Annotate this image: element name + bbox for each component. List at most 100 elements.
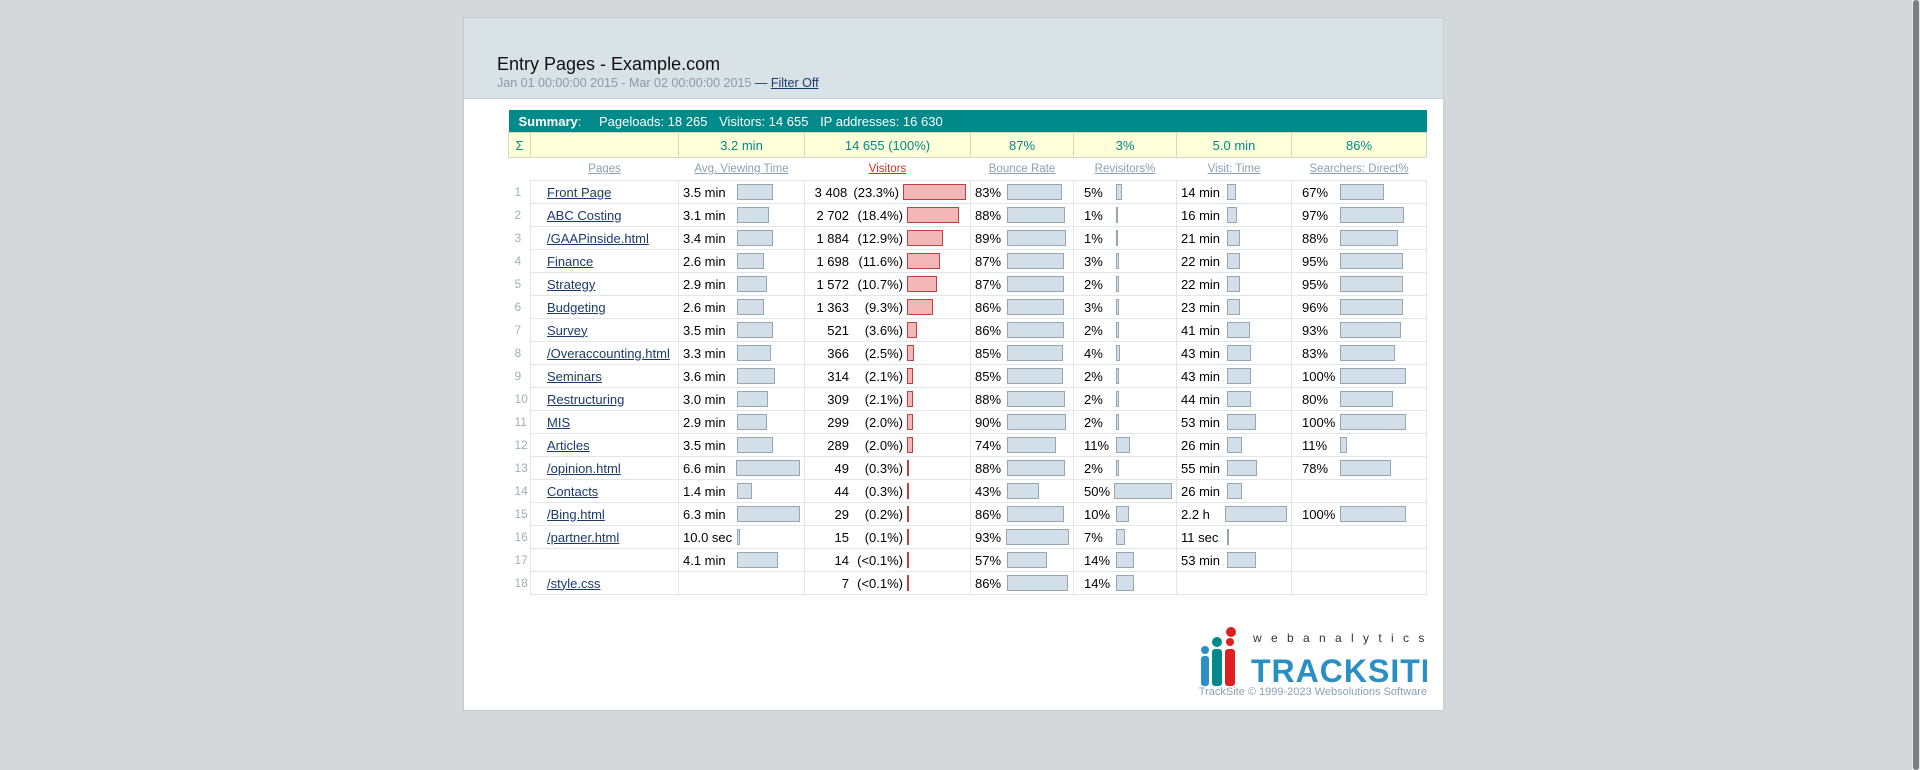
searchers-value: 97% (1302, 207, 1329, 223)
visit-time-bar (1227, 391, 1251, 407)
visitors-percent: (0.3%) (864, 483, 903, 499)
avg-time-value: 2.6 min (683, 299, 726, 315)
visit-time-value: 44 min (1181, 391, 1221, 407)
page-link[interactable]: MIS (547, 414, 571, 430)
visitors-percent: (<0.1%) (857, 575, 903, 591)
bounce-value: 88% (975, 207, 1002, 223)
page-link[interactable]: /partner.html (547, 529, 620, 545)
visit-time-bar (1227, 299, 1240, 315)
avg-time-value: 2.9 min (683, 276, 726, 292)
visitors-bar (907, 529, 909, 545)
visitors-bar (907, 230, 943, 246)
revisitors-bar (1116, 299, 1119, 315)
summary-visitors: Visitors: 14 655 (719, 113, 809, 129)
page-link[interactable]: /GAAPinside.html (547, 230, 649, 246)
avg-time-bar (737, 414, 767, 430)
page-link[interactable] (535, 553, 547, 568)
column-header-visit-time[interactable]: Visit: Time (1207, 163, 1261, 175)
bounce-value: 89% (975, 230, 1002, 246)
visitors-bar (907, 207, 959, 223)
bounce-bar (1007, 253, 1064, 269)
visitors-bar (907, 483, 909, 499)
row-number: 14 (514, 484, 528, 498)
page-link[interactable]: Budgeting (547, 299, 606, 315)
table-row: 8 /Overaccounting.html 3.3 min 366 (2.5%)… (509, 341, 1428, 365)
visit-time-value: 55 min (1181, 460, 1221, 476)
avg-time-value: 3.5 min (683, 322, 726, 338)
page-link[interactable]: Survey (547, 322, 588, 338)
page-link[interactable]: Contacts (547, 483, 599, 499)
visitors-bar (907, 414, 913, 430)
page-link[interactable]: /Bing.html (547, 506, 605, 522)
bounce-bar (1007, 575, 1068, 591)
visit-time-value: 23 min (1181, 299, 1221, 315)
page-link[interactable]: Front Page (547, 184, 612, 200)
date-range-line: Jan 01 00:00:00 2015 - Mar 02 00:00:00 2… (497, 76, 819, 90)
searchers-bar (1340, 230, 1398, 246)
visit-time-bar (1227, 368, 1251, 384)
visit-time-bar (1227, 230, 1240, 246)
avg-time-value: 3.4 min (683, 230, 726, 246)
bounce-bar (1007, 299, 1064, 315)
revisitors-value: 2% (1084, 414, 1103, 430)
page-link[interactable]: Articles (547, 437, 590, 453)
page-link[interactable]: /opinion.html (547, 460, 621, 476)
searchers-bar (1340, 322, 1401, 338)
avg-time-bar (737, 368, 775, 384)
column-header-revisitors[interactable]: Revisitors% (1094, 163, 1156, 175)
row-number: 6 (514, 300, 522, 314)
column-header-pages[interactable]: Pages (588, 163, 621, 175)
page-link[interactable]: Strategy (547, 276, 596, 292)
column-header-bounce[interactable]: Bounce Rate (988, 163, 1056, 175)
scrollbar-thumb[interactable] (1913, 0, 1919, 770)
visitors-percent: (2.0%) (864, 414, 903, 430)
revisitors-bar (1116, 552, 1134, 568)
bounce-value: 85% (975, 345, 1002, 361)
bounce-bar (1007, 506, 1064, 522)
visit-time-value: 26 min (1181, 483, 1221, 499)
searchers-value: 88% (1302, 230, 1329, 246)
avg-time-value: 6.3 min (683, 506, 726, 522)
revisitors-value: 2% (1084, 368, 1103, 384)
revisitors-bar (1116, 529, 1125, 545)
revisitors-value: 2% (1084, 391, 1103, 407)
page-link[interactable]: Finance (547, 253, 594, 269)
bounce-bar (1007, 391, 1065, 407)
visit-time-value: 22 min (1181, 253, 1221, 269)
row-number: 4 (514, 254, 522, 268)
column-header-visitors[interactable]: Visitors (868, 163, 907, 175)
page-link[interactable]: Seminars (547, 368, 602, 384)
row-number: 5 (514, 277, 522, 291)
searchers-value: 95% (1302, 253, 1329, 269)
bounce-bar (1005, 529, 1069, 545)
page-link[interactable]: /style.css (547, 575, 601, 591)
revisitors-value: 7% (1084, 529, 1103, 545)
bounce-value: 85% (975, 368, 1002, 384)
filter-toggle-link[interactable]: Filter Off (770, 76, 819, 90)
avg-time-value: 3.0 min (683, 391, 726, 407)
column-header-searchers[interactable]: Searchers: Direct% (1309, 163, 1409, 175)
table-row: 18 /style.css 7 (<0.1%) 86% 14% (509, 571, 1428, 595)
row-number: 12 (514, 438, 528, 452)
summary-row: Summary: Pageloads: 18 265 Visitors: 14 … (508, 110, 1427, 133)
page-link[interactable]: ABC Costing (547, 207, 622, 223)
visitors-bar (907, 253, 940, 269)
visitors-value: 3 408 (814, 184, 848, 200)
bounce-bar (1007, 322, 1064, 338)
revisitors-bar (1116, 506, 1129, 522)
page-link[interactable]: /Overaccounting.html (547, 345, 670, 361)
avg-time-bar (737, 437, 773, 453)
visit-time-bar (1227, 460, 1257, 476)
visitors-value: 44 (834, 483, 849, 499)
revisitors-value: 1% (1084, 230, 1103, 246)
page-link[interactable]: Restructuring (547, 391, 625, 407)
bounce-bar (1007, 276, 1064, 292)
avg-time-bar (737, 391, 768, 407)
bounce-value: 93% (975, 529, 1002, 545)
avg-time-value: 1.4 min (683, 483, 726, 499)
revisitors-value: 10% (1084, 506, 1111, 522)
avg-time-value: 2.9 min (683, 414, 726, 430)
summary-colon: : (577, 113, 582, 129)
page-title: Entry Pages - Example.com (497, 54, 721, 74)
column-header-avg-time[interactable]: Avg. Viewing Time (694, 163, 789, 175)
